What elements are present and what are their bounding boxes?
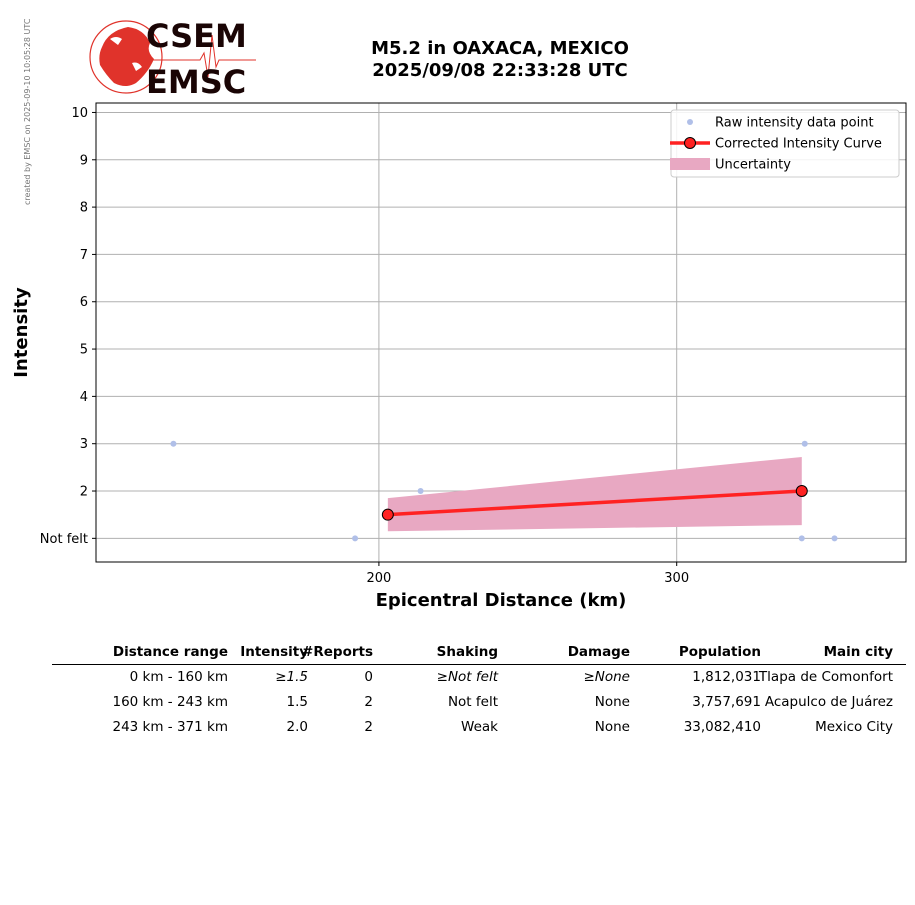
raw-data-point	[170, 440, 177, 447]
chart-title-line1: M5.2 in OAXACA, MEXICO	[371, 38, 629, 59]
header-reports: #Reports	[302, 644, 373, 660]
cell-population: 1,812,031	[692, 669, 761, 685]
y-tick-label: 5	[80, 343, 88, 358]
legend: Raw intensity data point Corrected Intens…	[670, 109, 900, 178]
chart-title: M5.2 in OAXACA, MEXICO 2025/09/08 22:33:…	[300, 38, 700, 82]
side-credit: created by EMSC on 2025-09-10 10:05:28 U…	[23, 18, 32, 205]
x-axis-label: Epicentral Distance (km)	[376, 590, 627, 611]
raw-data-point	[417, 488, 424, 495]
header-damage: Damage	[567, 644, 630, 660]
cell-damage: ≥None	[583, 669, 630, 685]
cell-intensity: 2.0	[286, 719, 308, 735]
cell-shaking: ≥Not felt	[436, 669, 498, 685]
cell-main-city: Mexico City	[815, 719, 893, 735]
cell-damage: None	[594, 694, 630, 710]
y-tick-label: 3	[80, 437, 88, 452]
corrected-intensity-curve	[387, 489, 802, 517]
y-tick-label: 2	[80, 485, 88, 500]
logo-csem: CSEM	[146, 17, 247, 55]
legend-label: Uncertainty	[715, 158, 791, 173]
chart-title-line2: 2025/09/08 22:33:28 UTC	[372, 60, 628, 81]
raw-data-point	[801, 440, 808, 447]
header-intensity: Intensity	[240, 644, 308, 660]
table-row: 0 km - 160 km ≥1.5 0 ≥Not felt ≥None 1,8…	[52, 665, 906, 690]
cell-reports: 2	[364, 719, 373, 735]
cell-intensity: ≥1.5	[275, 669, 308, 685]
header-distance-range: Distance range	[112, 644, 228, 660]
intensity-table: Distance range Intensity #Reports Shakin…	[52, 640, 906, 740]
corrected-curve-marker	[381, 508, 394, 521]
x-tick-label: 200	[366, 571, 391, 586]
cell-distance-range: 0 km - 160 km	[129, 669, 228, 685]
raw-data-point	[798, 535, 805, 542]
y-tick-label: 6	[80, 295, 88, 310]
table-row: 160 km - 243 km 1.5 2 Not felt None 3,75…	[52, 690, 906, 715]
raw-data-point	[352, 535, 359, 542]
logo-emsc: EMSC	[146, 63, 246, 99]
header-shaking: Shaking	[436, 644, 498, 660]
y-tick-label: 10	[71, 106, 88, 121]
cell-distance-range: 160 km - 243 km	[112, 694, 228, 710]
y-tick-label: Not felt	[40, 532, 88, 547]
cell-reports: 0	[364, 669, 373, 685]
legend-swatch-raw	[687, 119, 693, 125]
y-tick-label: 9	[80, 153, 88, 168]
cell-distance-range: 243 km - 371 km	[112, 719, 228, 735]
uncertainty-band	[387, 456, 802, 532]
x-tick-label: 300	[664, 571, 689, 586]
raw-data-point	[831, 535, 838, 542]
intensity-chart: Not felt 2 3 4 5 6 7 8 9 10 200 300 Epicentral Dista…	[11, 102, 907, 611]
side-credit-text: created by EMSC on 2025-09-10 10:05:28 U…	[23, 18, 32, 205]
cell-population: 3,757,691	[692, 694, 761, 710]
cell-population: 33,082,410	[683, 719, 761, 735]
cell-main-city: Tlapa de Comonfort	[758, 669, 893, 685]
y-tick-label: 7	[80, 248, 88, 263]
cell-main-city: Acapulco de Juárez	[764, 694, 893, 710]
cell-intensity: 1.5	[286, 694, 308, 710]
header-main-city: Main city	[823, 644, 893, 660]
csem-emsc-logo: CSEM EMSC	[89, 17, 256, 99]
y-tick-label: 8	[80, 201, 88, 216]
cell-damage: None	[594, 719, 630, 735]
corrected-curve-marker	[795, 485, 808, 498]
cell-reports: 2	[364, 694, 373, 710]
table-row: 243 km - 371 km 2.0 2 Weak None 33,082,4…	[52, 715, 906, 740]
cell-shaking: Weak	[461, 719, 498, 735]
cell-shaking: Not felt	[447, 694, 498, 710]
header-population: Population	[678, 644, 761, 660]
table-header-row: Distance range Intensity #Reports Shakin…	[52, 640, 906, 665]
y-tick-label: 4	[80, 390, 88, 405]
legend-swatch-marker	[684, 137, 696, 149]
y-axis-label: Intensity	[11, 287, 32, 378]
legend-label: Corrected Intensity Curve	[715, 137, 882, 152]
plot-frame	[95, 102, 907, 563]
legend-swatch-band	[670, 158, 710, 170]
legend-label: Raw intensity data point	[715, 116, 874, 131]
